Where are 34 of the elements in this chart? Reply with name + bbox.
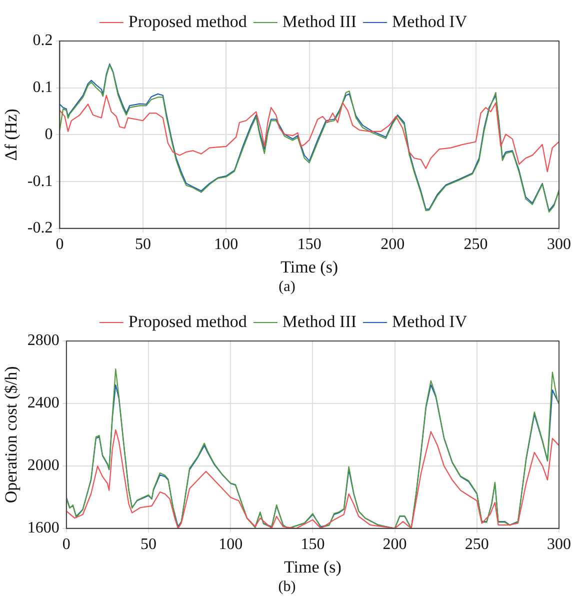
x-tick-label: 100 bbox=[218, 536, 243, 554]
x-tick-label: 300 bbox=[547, 236, 571, 254]
y-tick-label: 0.1 bbox=[32, 79, 53, 96]
x-tick-label: 200 bbox=[380, 236, 405, 254]
x-tick-label: 0 bbox=[62, 536, 70, 554]
legend-label: Method III bbox=[282, 312, 357, 331]
x-axis-title: Time (s) bbox=[284, 557, 342, 576]
x-tick-label: 250 bbox=[464, 536, 489, 554]
legend-label: Proposed method bbox=[128, 312, 248, 331]
legend-label: Method III bbox=[282, 12, 357, 31]
y-axis-title: Operation cost ($/h) bbox=[2, 366, 21, 504]
x-tick-label: 100 bbox=[214, 236, 238, 254]
legend-label: Method IV bbox=[392, 312, 468, 331]
y-tick-label: 1600 bbox=[27, 520, 60, 537]
legend-label: Method IV bbox=[392, 12, 468, 31]
text: (b) bbox=[277, 578, 297, 596]
y-tick-label: 2000 bbox=[27, 457, 60, 474]
y-tick-label: 2400 bbox=[27, 394, 60, 412]
text: (a) bbox=[278, 278, 296, 296]
y-axis-title: Δf (Hz) bbox=[2, 108, 21, 161]
x-tick-label: 200 bbox=[382, 536, 407, 554]
legend-label: Proposed method bbox=[128, 12, 248, 31]
x-tick-label: 150 bbox=[300, 536, 325, 554]
y-tick-label: 2800 bbox=[27, 332, 60, 350]
y-tick-label: 0 bbox=[44, 126, 53, 143]
y-tick-label: -0.2 bbox=[27, 220, 53, 237]
x-tick-label: 150 bbox=[297, 236, 322, 254]
x-axis-title: Time (s) bbox=[280, 257, 338, 276]
y-tick-label: 0.2 bbox=[32, 32, 53, 50]
x-tick-label: 50 bbox=[134, 236, 151, 254]
y-tick-label: -0.1 bbox=[27, 172, 53, 190]
x-tick-label: 50 bbox=[140, 536, 156, 554]
x-tick-label: 300 bbox=[547, 536, 571, 554]
x-tick-label: 250 bbox=[464, 236, 488, 254]
